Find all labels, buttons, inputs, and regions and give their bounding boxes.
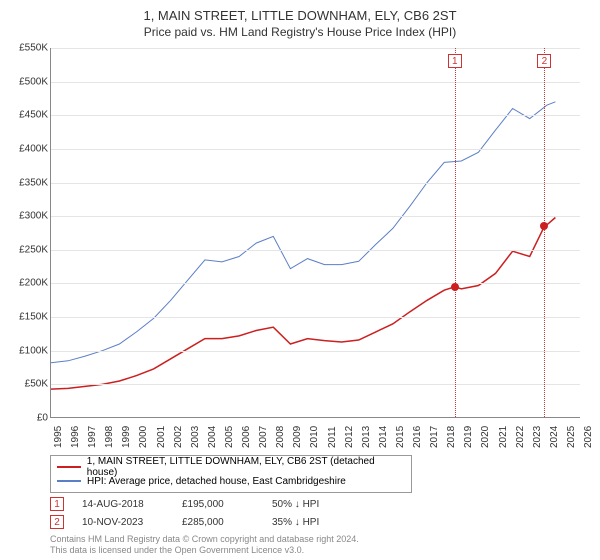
- table-row: 2 10-NOV-2023 £285,000 35% ↓ HPI: [50, 513, 342, 531]
- x-axis-label: 2004: [207, 426, 218, 448]
- gridline: [51, 183, 580, 184]
- y-axis-label: £100K: [6, 345, 48, 356]
- x-axis-label: 2022: [515, 426, 526, 448]
- marker-vline: [544, 48, 545, 417]
- gridline: [51, 149, 580, 150]
- data-point: [540, 222, 548, 230]
- gridline: [51, 216, 580, 217]
- x-axis-label: 2021: [498, 426, 509, 448]
- y-axis-label: £250K: [6, 244, 48, 255]
- footer-line: This data is licensed under the Open Gov…: [50, 545, 359, 556]
- x-axis-label: 2017: [429, 426, 440, 448]
- x-axis-label: 2014: [378, 426, 389, 448]
- x-axis-label: 2023: [532, 426, 543, 448]
- chart-container: { "title": "1, MAIN STREET, LITTLE DOWNH…: [0, 0, 600, 560]
- gridline: [51, 317, 580, 318]
- x-axis-label: 2026: [583, 426, 594, 448]
- x-axis-label: 1996: [70, 426, 81, 448]
- cell-price: £285,000: [182, 517, 272, 528]
- y-axis-label: £150K: [6, 312, 48, 323]
- x-axis-label: 2015: [395, 426, 406, 448]
- cell-date: 10-NOV-2023: [82, 517, 182, 528]
- x-axis-label: 2007: [258, 426, 269, 448]
- x-axis-label: 1998: [104, 426, 115, 448]
- x-axis-label: 2009: [292, 426, 303, 448]
- y-axis-label: £300K: [6, 211, 48, 222]
- gridline: [51, 82, 580, 83]
- footer-line: Contains HM Land Registry data © Crown c…: [50, 534, 359, 545]
- x-axis-label: 2012: [344, 426, 355, 448]
- y-axis-label: £450K: [6, 110, 48, 121]
- x-axis-label: 1997: [87, 426, 98, 448]
- legend-swatch: [57, 480, 81, 482]
- gridline: [51, 384, 580, 385]
- x-axis-label: 2020: [480, 426, 491, 448]
- gridline: [51, 351, 580, 352]
- x-axis-label: 2005: [224, 426, 235, 448]
- series-line: [51, 102, 555, 363]
- marker-badge: 2: [50, 515, 64, 529]
- gridline: [51, 283, 580, 284]
- marker-badge: 1: [448, 54, 462, 68]
- y-axis-label: £550K: [6, 43, 48, 54]
- footer-attribution: Contains HM Land Registry data © Crown c…: [50, 534, 359, 556]
- x-axis-label: 1995: [53, 426, 64, 448]
- legend: 1, MAIN STREET, LITTLE DOWNHAM, ELY, CB6…: [50, 455, 412, 493]
- chart-title: 1, MAIN STREET, LITTLE DOWNHAM, ELY, CB6…: [0, 0, 600, 23]
- chart-plot-area: 12: [50, 48, 580, 418]
- transactions-table: 1 14-AUG-2018 £195,000 50% ↓ HPI 2 10-NO…: [50, 495, 342, 531]
- legend-swatch: [57, 466, 81, 468]
- y-axis-label: £400K: [6, 143, 48, 154]
- y-axis-label: £350K: [6, 177, 48, 188]
- x-axis-label: 2006: [241, 426, 252, 448]
- legend-item: 1, MAIN STREET, LITTLE DOWNHAM, ELY, CB6…: [57, 460, 405, 474]
- x-axis-label: 2003: [190, 426, 201, 448]
- x-axis-label: 2010: [309, 426, 320, 448]
- gridline: [51, 250, 580, 251]
- y-axis-label: £500K: [6, 76, 48, 87]
- x-axis-label: 2025: [566, 426, 577, 448]
- cell-pct: 35% ↓ HPI: [272, 517, 342, 528]
- x-axis-label: 2024: [549, 426, 560, 448]
- y-axis-label: £0: [6, 413, 48, 424]
- x-axis-label: 2001: [156, 426, 167, 448]
- legend-label: HPI: Average price, detached house, East…: [87, 476, 346, 487]
- y-axis-label: £200K: [6, 278, 48, 289]
- gridline: [51, 115, 580, 116]
- x-axis-label: 2011: [327, 426, 338, 448]
- x-axis-label: 2018: [446, 426, 457, 448]
- series-line: [51, 218, 555, 390]
- chart-svg: [51, 48, 581, 418]
- x-axis-label: 2016: [412, 426, 423, 448]
- data-point: [451, 283, 459, 291]
- marker-vline: [455, 48, 456, 417]
- table-row: 1 14-AUG-2018 £195,000 50% ↓ HPI: [50, 495, 342, 513]
- x-axis-label: 2019: [463, 426, 474, 448]
- cell-price: £195,000: [182, 499, 272, 510]
- marker-badge: 1: [50, 497, 64, 511]
- marker-badge: 2: [537, 54, 551, 68]
- x-axis-label: 2013: [361, 426, 372, 448]
- y-axis-label: £50K: [6, 379, 48, 390]
- x-axis-label: 1999: [121, 426, 132, 448]
- cell-date: 14-AUG-2018: [82, 499, 182, 510]
- chart-subtitle: Price paid vs. HM Land Registry's House …: [0, 23, 600, 39]
- cell-pct: 50% ↓ HPI: [272, 499, 342, 510]
- x-axis-label: 2000: [138, 426, 149, 448]
- x-axis-label: 2008: [275, 426, 286, 448]
- gridline: [51, 48, 580, 49]
- x-axis-label: 2002: [173, 426, 184, 448]
